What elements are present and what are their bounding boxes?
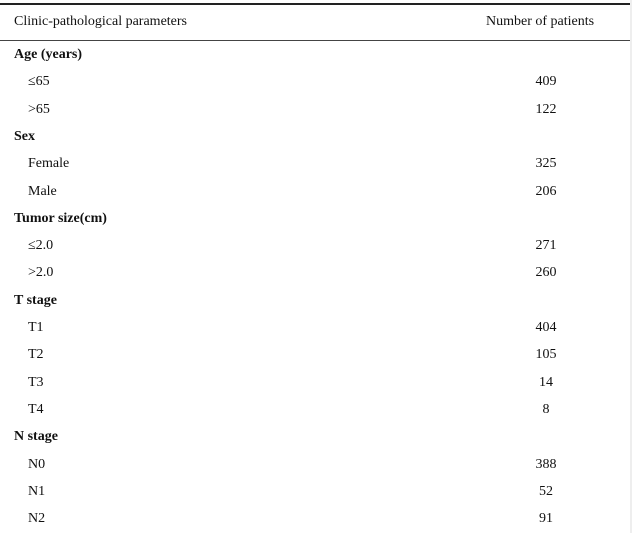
row-label: Male (28, 183, 57, 199)
row-label: T2 (28, 347, 44, 363)
row-label: N0 (28, 456, 46, 472)
row-label: ≤2.0 (28, 238, 54, 254)
group-label: N stage (14, 429, 58, 445)
header-rule (0, 40, 630, 41)
row-value: 409 (535, 74, 557, 90)
group-label: Sex (14, 128, 35, 144)
group-label: Age (years) (14, 47, 83, 62)
group-label: T stage (14, 292, 57, 308)
row-value: 260 (535, 265, 557, 281)
row-value: 91 (539, 511, 553, 527)
row-label: >65 (28, 101, 50, 117)
row-value: 206 (535, 183, 557, 199)
row-label: N1 (28, 483, 46, 499)
row-value: 8 (542, 401, 550, 417)
row-value: 122 (535, 101, 557, 117)
row-value: 271 (535, 238, 557, 254)
row-label: T4 (28, 401, 44, 417)
header-cell: Clinic-pathological parameters (14, 14, 187, 29)
row-label: Female (28, 156, 70, 172)
group-label: Tumor size(cm) (14, 210, 107, 226)
row-label: ≤65 (28, 74, 50, 90)
row-value: 404 (535, 320, 557, 335)
row-label: T1 (28, 320, 44, 335)
top-rule (0, 3, 630, 5)
row-value: 388 (535, 456, 557, 472)
header-cell: Number of patients (486, 14, 595, 29)
row-label: T3 (28, 374, 44, 390)
row-value: 105 (535, 347, 557, 363)
row-value: 14 (539, 374, 553, 390)
row-label: >2.0 (28, 265, 54, 281)
row-value: 52 (539, 483, 553, 499)
row-label: N2 (28, 511, 46, 527)
row-value: 325 (535, 156, 557, 172)
